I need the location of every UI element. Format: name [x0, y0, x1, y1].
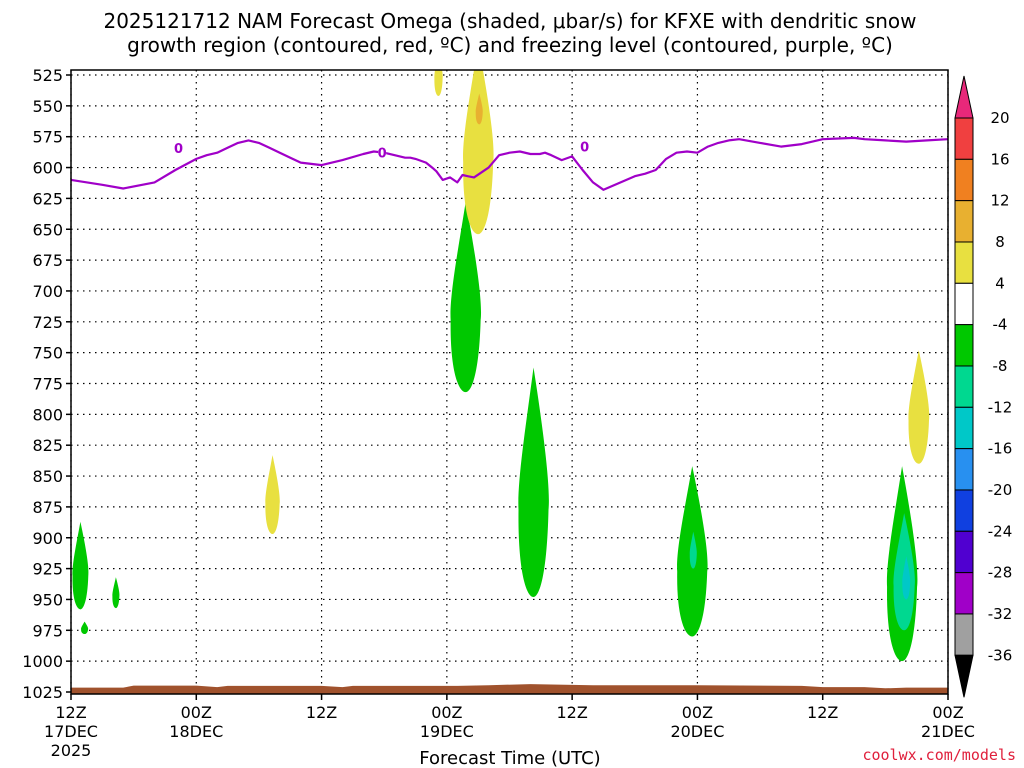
- colorbar-swatch-10: [954, 489, 974, 532]
- y-tick-label-525: 525: [32, 66, 63, 85]
- colorbar-label-10: -24: [988, 522, 1013, 540]
- colorbar-label-2: 12: [990, 192, 1009, 210]
- y-tick-label-875: 875: [32, 498, 63, 517]
- y-tick-label-1025: 1025: [22, 683, 63, 702]
- y-tick-label-925: 925: [32, 560, 63, 579]
- y-tick-label-900: 900: [32, 529, 63, 548]
- colorbar-label-7: -12: [988, 398, 1013, 416]
- colorbar-label-6: -8: [993, 357, 1008, 375]
- omega-region-orange-39h: [475, 93, 483, 125]
- omega-region-cyan-80h: [902, 556, 911, 600]
- credit-text[interactable]: coolwx.com/models: [862, 746, 1016, 764]
- freezing-level-label-0: 0: [174, 142, 183, 157]
- colorbar-label-9: -20: [988, 481, 1013, 499]
- colorbar-label-13: -36: [988, 646, 1013, 664]
- freezing-level-label-1: 0: [378, 147, 387, 162]
- freezing-label-bg-2: [580, 139, 589, 153]
- y-tick-label-800: 800: [32, 405, 63, 424]
- colorbar-label-1: 16: [990, 150, 1009, 168]
- omega-region-green-44h: [518, 367, 549, 597]
- x-tick-date-3: 19DEC: [420, 722, 474, 741]
- colorbar-label-3: 8: [995, 233, 1005, 251]
- omega-region-yellow-39h: [463, 70, 494, 235]
- freezing-level-label-2: 0: [580, 141, 589, 156]
- y-tick-label-650: 650: [32, 220, 63, 239]
- colorbar-swatch-11: [954, 530, 974, 574]
- y-tick-label-550: 550: [32, 97, 63, 116]
- x-tick-label-5: 00Z: [682, 703, 713, 722]
- y-axis-pressure-labels: 525 550 575 600 625 650 675 700 725 750 775 800 825 8…: [22, 66, 71, 702]
- omega-region-green-0h: [72, 521, 89, 610]
- omega-region-green-38h: [450, 202, 482, 393]
- y-tick-label-575: 575: [32, 128, 63, 147]
- colorbar-swatch-9: [954, 448, 974, 491]
- omega-region-yellow-81h: [908, 350, 930, 464]
- y-tick-label-625: 625: [32, 189, 63, 208]
- x-tick-label-7: 00Z: [932, 703, 963, 722]
- grid-lines: [70, 70, 949, 693]
- omega-region-green-4h: [112, 577, 120, 609]
- x-tick-date-7: 21DEC: [921, 722, 975, 741]
- y-tick-label-700: 700: [32, 282, 63, 301]
- ground-strip: [71, 684, 948, 694]
- x-tick-date-1: 18DEC: [169, 722, 223, 741]
- freezing-label-bg-1: [378, 145, 387, 159]
- colorbar-legend: 20 16 12 8 4 -4 -8 -12 -16 -20 -24 -28 -32 -36: [954, 75, 1013, 698]
- colorbar-swatch-12: [954, 572, 974, 615]
- colorbar-swatch-3: [954, 200, 974, 243]
- omega-region-yellow-35h: [434, 70, 443, 96]
- colorbar-bottom-arrow: [954, 654, 974, 698]
- x-tick-label-4: 12Z: [556, 703, 587, 722]
- y-tick-label-675: 675: [32, 251, 63, 270]
- freezing-label-bg-0: [174, 140, 183, 154]
- colorbar-swatch-1: [954, 117, 974, 160]
- colorbar-label-4: 4: [995, 274, 1005, 292]
- plot-frame: [70, 69, 949, 695]
- x-tick-label-1: 00Z: [181, 703, 212, 722]
- colorbar-label-5: -4: [993, 316, 1008, 334]
- ground-terrain: [71, 684, 948, 694]
- colorbar-swatch-6: [954, 324, 974, 367]
- x-axis-title: Forecast Time (UTC): [419, 748, 600, 768]
- y-tick-label-825: 825: [32, 436, 63, 455]
- freezing-level-contour: 0 0 0: [71, 136, 948, 191]
- x-tick-label-0: 12Z: [55, 703, 86, 722]
- colorbar-label-12: -32: [988, 605, 1013, 623]
- y-tick-label-750: 750: [32, 344, 63, 363]
- freezing-level-line: [71, 136, 948, 191]
- omega-region-teal-59h: [689, 531, 697, 569]
- x-tick-label-2: 12Z: [306, 703, 337, 722]
- y-tick-label-975: 975: [32, 621, 63, 640]
- x-tick-label-6: 12Z: [807, 703, 838, 722]
- y-tick-label-725: 725: [32, 313, 63, 332]
- omega-shading: [72, 70, 930, 662]
- colorbar-label-0: 20: [990, 109, 1009, 127]
- chart-title-line1: 2025121712 NAM Forecast Omega (shaded, μ…: [103, 9, 916, 33]
- y-tick-label-950: 950: [32, 590, 63, 609]
- colorbar-swatch-2: [954, 158, 974, 202]
- chart-title-line2: growth region (contoured, red, ºC) and f…: [127, 33, 893, 57]
- colorbar-top-arrow: [954, 75, 974, 119]
- colorbar-swatch-5: [954, 282, 974, 326]
- y-tick-label-850: 850: [32, 467, 63, 486]
- x-tick-date-0: 17DEC: [44, 722, 98, 741]
- x-tick-year-0: 2025: [51, 741, 92, 760]
- colorbar-swatch-13: [954, 613, 974, 656]
- x-tick-label-3: 00Z: [431, 703, 462, 722]
- colorbar-swatch-8: [954, 406, 974, 450]
- colorbar-swatch-7: [954, 365, 974, 408]
- y-tick-label-600: 600: [32, 159, 63, 178]
- y-tick-label-775: 775: [32, 375, 63, 394]
- x-tick-date-5: 20DEC: [670, 722, 724, 741]
- colorbar-swatch-4: [954, 241, 974, 284]
- omega-region-yellow-19h: [265, 455, 280, 535]
- colorbar-label-8: -16: [988, 440, 1013, 458]
- y-tick-label-1000: 1000: [22, 652, 63, 671]
- colorbar-label-11: -28: [988, 564, 1013, 582]
- omega-region-green-1h: [81, 621, 89, 635]
